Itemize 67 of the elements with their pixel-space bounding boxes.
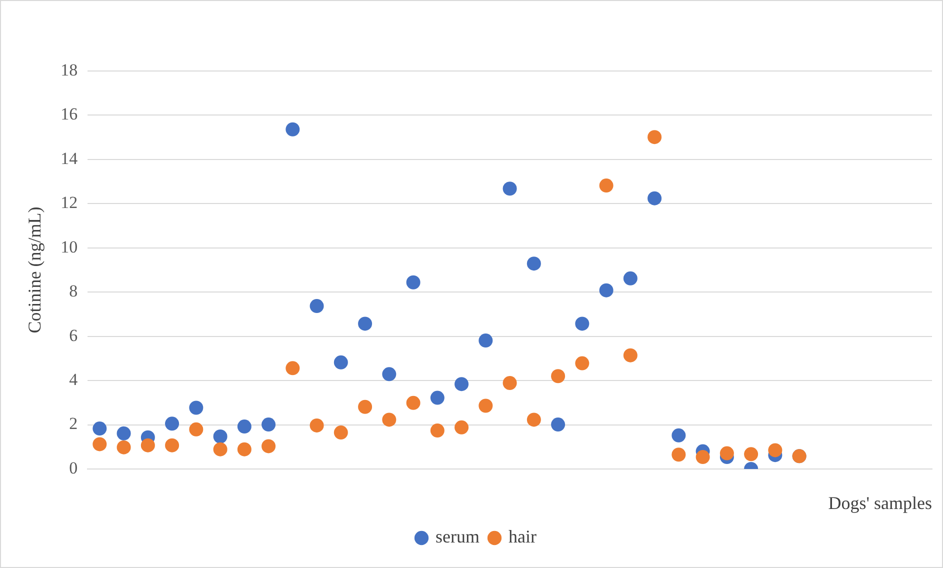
point bbox=[599, 283, 614, 298]
point bbox=[575, 356, 590, 370]
y-tick-label: 2 bbox=[69, 414, 78, 434]
y-tick-label: 14 bbox=[60, 148, 78, 168]
point bbox=[310, 299, 324, 314]
point bbox=[406, 275, 420, 290]
point bbox=[502, 376, 517, 390]
y-tick-label: 6 bbox=[69, 326, 78, 345]
point bbox=[310, 418, 324, 432]
point bbox=[744, 447, 758, 462]
point bbox=[237, 420, 252, 434]
legend-label: hair bbox=[508, 526, 536, 547]
point bbox=[599, 178, 614, 193]
y-tick-label: 4 bbox=[69, 370, 78, 390]
point bbox=[189, 422, 204, 436]
point bbox=[672, 428, 686, 442]
point bbox=[768, 443, 782, 458]
point bbox=[454, 377, 469, 392]
point bbox=[526, 256, 541, 271]
point bbox=[237, 442, 252, 456]
point bbox=[502, 182, 517, 196]
point bbox=[406, 396, 420, 410]
point bbox=[92, 437, 107, 452]
point bbox=[165, 438, 180, 452]
point bbox=[358, 400, 372, 414]
point bbox=[213, 429, 228, 444]
point bbox=[116, 440, 131, 454]
y-axis-title: Cotinine (ng/mL) bbox=[24, 206, 45, 334]
point bbox=[478, 334, 493, 348]
point bbox=[478, 398, 493, 413]
point bbox=[575, 316, 590, 331]
point bbox=[286, 122, 300, 136]
point bbox=[213, 442, 228, 456]
point bbox=[454, 420, 469, 434]
point bbox=[382, 367, 396, 382]
point bbox=[696, 450, 710, 464]
point bbox=[430, 390, 444, 405]
y-tick-label: 8 bbox=[69, 282, 78, 301]
point bbox=[262, 439, 276, 454]
point bbox=[720, 446, 734, 460]
point bbox=[623, 271, 638, 286]
point bbox=[648, 191, 662, 206]
y-tick-label: 12 bbox=[60, 193, 78, 212]
point bbox=[140, 438, 155, 452]
point bbox=[623, 348, 638, 362]
y-tick-label: 18 bbox=[60, 60, 78, 80]
y-tick-label: 10 bbox=[60, 237, 78, 256]
point bbox=[551, 418, 566, 432]
point bbox=[116, 426, 131, 440]
point bbox=[189, 400, 204, 415]
point bbox=[334, 355, 348, 370]
point bbox=[648, 130, 662, 144]
point bbox=[551, 369, 566, 384]
point bbox=[526, 412, 541, 427]
point bbox=[334, 426, 348, 440]
point bbox=[382, 412, 396, 427]
point bbox=[286, 361, 300, 376]
y-tick-label: 0 bbox=[69, 458, 78, 478]
point bbox=[358, 316, 372, 331]
point bbox=[430, 424, 444, 438]
point bbox=[92, 422, 107, 436]
y-tick-label: 16 bbox=[60, 104, 78, 124]
legend-label: serum bbox=[436, 526, 480, 547]
x-axis-title: Dogs' samples bbox=[828, 492, 932, 513]
point bbox=[165, 416, 180, 431]
point bbox=[262, 418, 276, 432]
point bbox=[672, 448, 686, 462]
